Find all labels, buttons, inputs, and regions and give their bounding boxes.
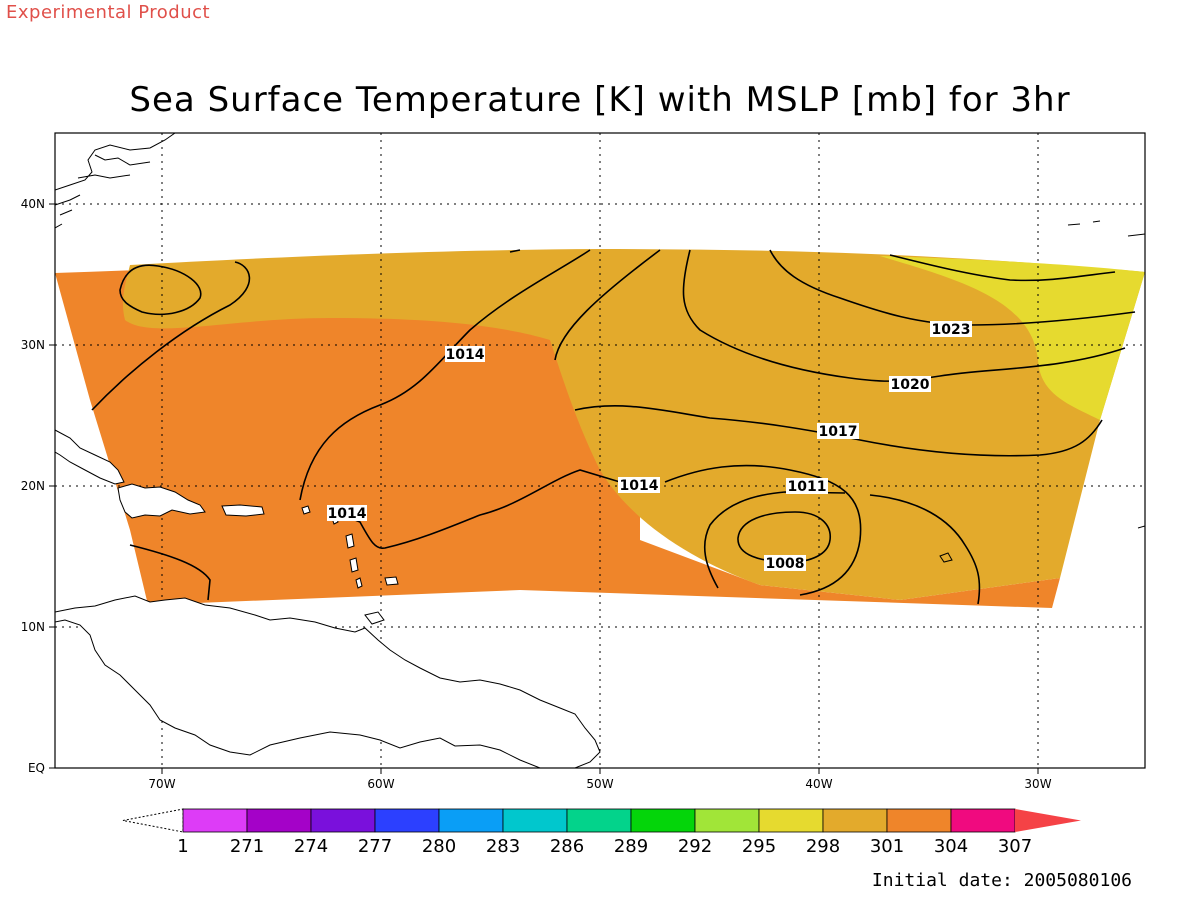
contour-label-1017: 1017 xyxy=(817,423,859,440)
colorbar-swatch xyxy=(694,808,760,833)
colorbar-swatch xyxy=(758,808,824,833)
colorbar-swatch xyxy=(822,808,888,833)
colorbar-swatch xyxy=(886,808,952,833)
colorbar-label: 304 xyxy=(934,836,968,857)
colorbar-label: 298 xyxy=(806,836,840,857)
initial-date: Initial date: 2005080106 xyxy=(871,870,1132,891)
colorbar-under-arrow xyxy=(122,808,184,833)
coast-islands-east xyxy=(939,220,1145,563)
contour-label-text: 1014 xyxy=(328,506,367,522)
colorbar-label: 289 xyxy=(614,836,648,857)
colorbar-label: 1 xyxy=(177,836,188,857)
colorbar-swatch xyxy=(950,808,1016,833)
coast-hispaniola xyxy=(117,483,206,519)
contour-label-text: 1011 xyxy=(788,479,827,495)
colorbar-label: 271 xyxy=(230,836,264,857)
colorbar-label: 280 xyxy=(422,836,456,857)
contour-label-text: 1020 xyxy=(891,377,930,393)
contour-label-text: 1017 xyxy=(819,424,858,440)
graticule xyxy=(55,133,1145,768)
coast-trinidad xyxy=(364,611,385,625)
sst-warm-region xyxy=(55,252,1060,608)
sst-cool-region xyxy=(880,256,1145,420)
lon-label: 40W xyxy=(805,777,832,791)
contour-label-text: 1023 xyxy=(932,322,971,338)
coast-north-america xyxy=(55,133,176,229)
coast-lesser-antilles xyxy=(301,505,399,589)
lat-label: EQ xyxy=(28,761,45,775)
contour-label-1014-b: 1014 xyxy=(327,505,367,522)
lon-label: 30W xyxy=(1024,777,1051,791)
lon-label: 60W xyxy=(367,777,394,791)
colorbar-label: 292 xyxy=(678,836,712,857)
colorbar-label: 277 xyxy=(358,836,392,857)
contour-label-1008: 1008 xyxy=(764,555,806,572)
colorbar-swatch xyxy=(438,808,504,833)
colorbar-swatch xyxy=(310,808,376,833)
contour-label-1023: 1023 xyxy=(930,321,972,338)
colorbar-swatch xyxy=(182,808,248,833)
lat-label: 10N xyxy=(21,620,45,634)
colorbar-swatch xyxy=(566,808,632,833)
lat-label: 40N xyxy=(21,197,45,211)
sst-moderate-region xyxy=(122,249,1145,600)
lat-label: 20N xyxy=(21,479,45,493)
contour-label-1020: 1020 xyxy=(889,376,931,393)
colorbar-label: 307 xyxy=(998,836,1032,857)
mslp-contours xyxy=(91,249,1136,605)
lon-label: 50W xyxy=(586,777,613,791)
coastlines xyxy=(55,133,1145,768)
contour-labels: 1014 1014 1014 1011 1008 xyxy=(327,321,972,572)
colorbar-label: 295 xyxy=(742,836,776,857)
lon-labels: 70W 60W 50W 40W 30W xyxy=(148,777,1051,791)
contour-label-1014-a: 1014 xyxy=(445,346,485,363)
colorbar-label: 274 xyxy=(294,836,328,857)
coast-puerto-rico xyxy=(221,504,265,517)
colorbar-over-arrow xyxy=(1015,809,1081,832)
colorbar-label: 301 xyxy=(870,836,904,857)
lon-label: 70W xyxy=(148,777,175,791)
lat-labels: 40N 30N 20N 10N EQ xyxy=(21,197,45,775)
colorbar-swatch xyxy=(374,808,440,833)
lat-label: 30N xyxy=(21,338,45,352)
contour-label-text: 1008 xyxy=(766,556,805,572)
contour-label-text: 1014 xyxy=(446,347,485,363)
chart-title: Sea Surface Temperature [K] with MSLP [m… xyxy=(129,80,1071,120)
contour-label-1011: 1011 xyxy=(786,478,828,495)
experimental-banner: Experimental Product xyxy=(6,2,211,23)
coast-cuba xyxy=(55,429,125,485)
colorbar-label: 286 xyxy=(550,836,584,857)
contour-label-text: 1014 xyxy=(620,478,659,494)
colorbar: 1 271 274 277 280 283 286 289 292 295 298 301 304 307 xyxy=(122,808,1081,857)
contour-label-1014-c: 1014 xyxy=(618,477,660,494)
colorbar-swatch xyxy=(630,808,696,833)
coast-south-america xyxy=(55,595,601,768)
colorbar-swatch xyxy=(502,808,568,833)
colorbar-label: 283 xyxy=(486,836,520,857)
colorbar-swatch xyxy=(246,808,312,833)
axis-ticks xyxy=(49,203,1039,774)
